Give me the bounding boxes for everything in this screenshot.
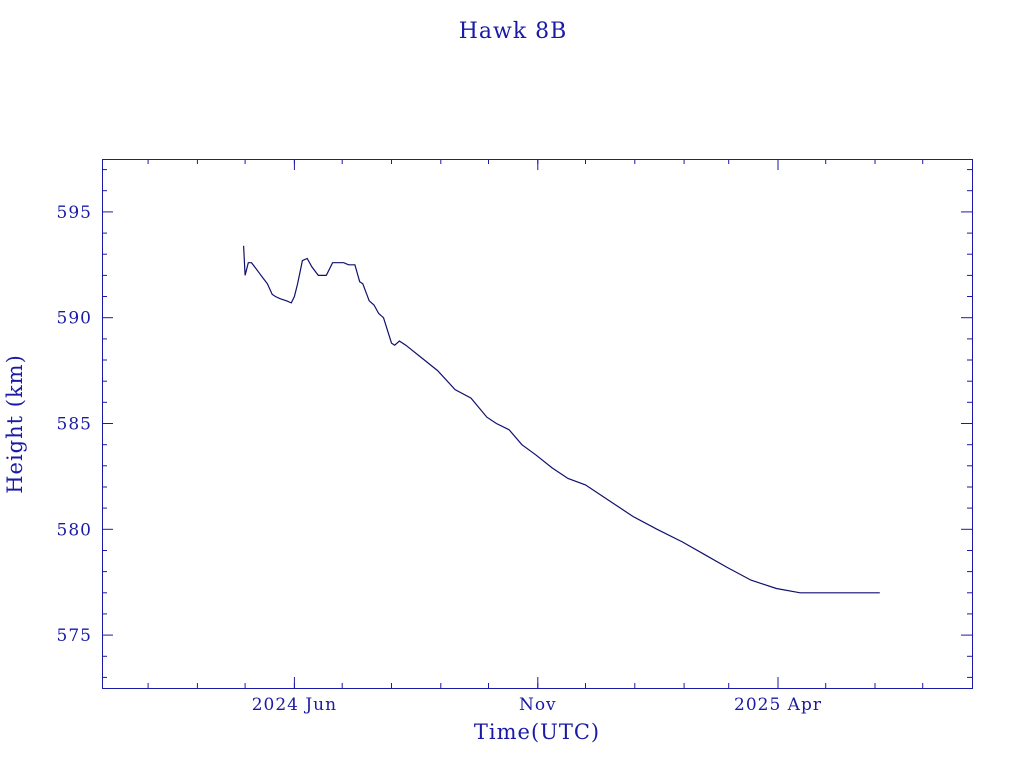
x-axis-tick-labels: 2024 Jun Nov 2025 Apr [252,695,822,715]
y-axis-tick-labels: 575 580 585 590 595 [57,203,92,646]
y-tick-label: 575 [57,626,92,646]
plot-frame [102,159,973,689]
x-axis-label: Time(UTC) [474,720,600,744]
height-series-line [243,245,880,594]
x-tick-label: Nov [519,695,557,715]
x-tick-label: 2024 Jun [252,695,337,715]
x-tick-label: 2025 Apr [734,695,822,715]
y-tick-label: 595 [57,203,92,223]
y-tick-label: 590 [57,309,92,329]
y-axis-ticks [102,169,972,678]
y-tick-label: 580 [57,520,92,540]
x-axis-ticks [147,159,924,688]
chart-title: Hawk 8B [459,19,568,44]
y-tick-label: 585 [57,415,92,435]
y-axis-label: Height (km) [3,354,27,494]
